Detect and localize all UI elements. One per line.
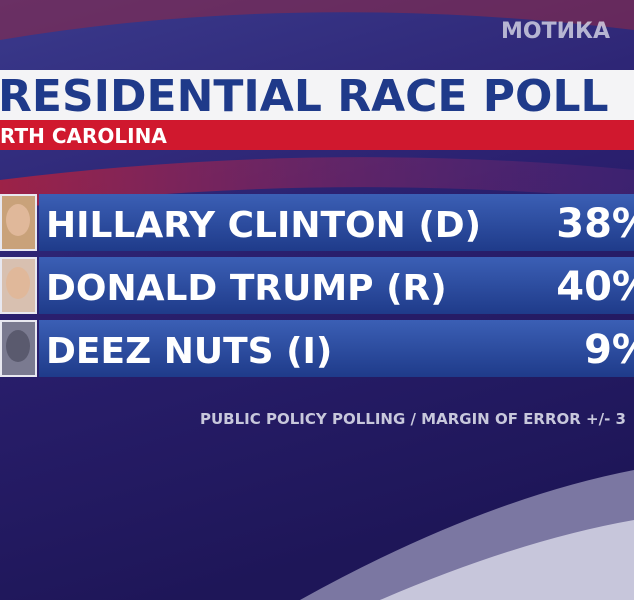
candidate-name: DONALD TRUMP (R)	[46, 268, 447, 309]
footer-source: PUBLIC POLICY POLLING / MARGIN OF ERROR …	[200, 410, 626, 428]
swoosh	[380, 520, 634, 600]
candidate-percent: 38%	[556, 201, 634, 247]
row-bar	[39, 257, 634, 314]
swoosh	[0, 157, 634, 210]
row-bar	[39, 194, 634, 251]
watermark: МОТИКА	[501, 19, 610, 44]
photo-head	[6, 330, 30, 362]
candidate-percent: 9%	[584, 327, 634, 373]
swoosh	[0, 0, 634, 40]
candidate-name: HILLARY CLINTON (D)	[46, 205, 481, 246]
photo-head	[6, 204, 30, 236]
row-bar	[39, 320, 634, 377]
candidate-name: DEEZ NUTS (I)	[46, 331, 332, 372]
subtitle-bar	[0, 120, 634, 150]
photo-head	[6, 267, 30, 299]
title: RESIDENTIAL RACE POLL	[0, 71, 609, 122]
title-bar	[0, 70, 634, 120]
candidate-percent: 40%	[556, 264, 634, 310]
subtitle: RTH CAROLINA	[0, 124, 167, 148]
